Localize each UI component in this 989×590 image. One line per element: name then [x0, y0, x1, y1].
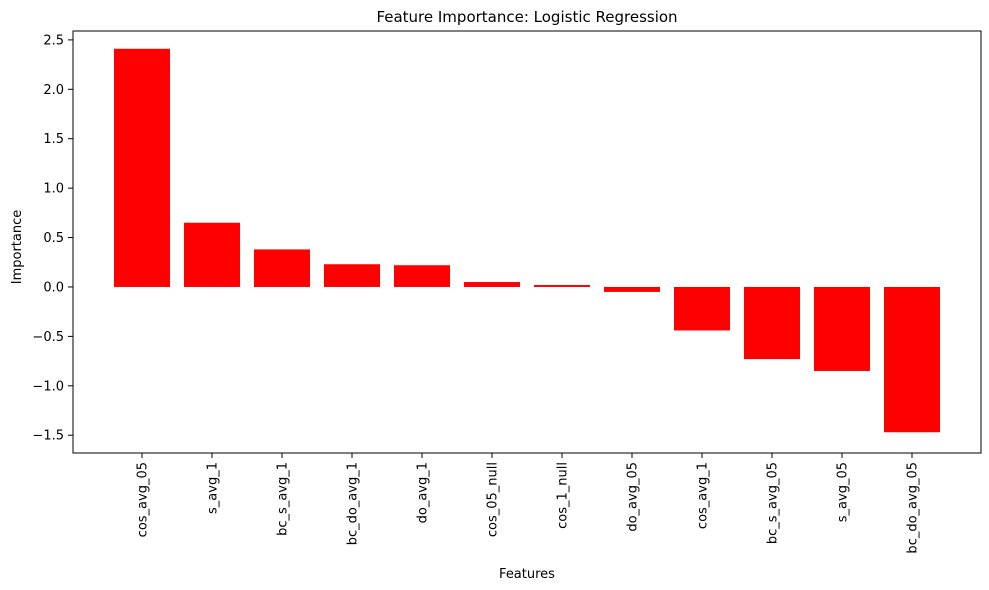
axes-frame	[72, 30, 982, 454]
x-axis-title: Features	[499, 567, 555, 582]
y-tick-label: 2.5	[43, 33, 64, 48]
x-tick-label: do_avg_1	[416, 462, 431, 523]
bars-layer	[114, 48, 940, 433]
bar-cos_avg_1	[674, 286, 730, 331]
bar-do_avg_1	[394, 265, 450, 287]
axes-layer	[72, 30, 982, 454]
y-tick-label: 1.0	[43, 182, 64, 197]
x-tick-label: bc_do_avg_1	[346, 462, 361, 545]
bar-s_avg_05	[814, 286, 870, 371]
bar-bc_s_avg_1	[254, 249, 310, 287]
x-tick-label: do_avg_05	[626, 462, 641, 532]
x-tick-label: bc_s_avg_1	[276, 462, 291, 536]
x-tick-label: cos_1_null	[556, 462, 571, 529]
bar-cos_avg_05	[114, 48, 170, 287]
bar-bc_do_avg_1	[324, 264, 380, 287]
y-tick-label: 2.0	[43, 83, 64, 98]
y-tick-label: −1.0	[32, 379, 64, 394]
y-tick-label: 0.5	[43, 231, 64, 246]
bar-bc_s_avg_05	[744, 286, 800, 360]
y-axis-title: Importance	[10, 210, 25, 285]
y-tick-label: −1.5	[32, 429, 64, 444]
x-ticks: cos_avg_05 s_avg_1 bc_s_avg_1 bc_do_avg_1 do…	[136, 453, 921, 554]
x-tick-label: cos_avg_05	[136, 462, 151, 537]
x-tick-label: bc_s_avg_05	[766, 462, 781, 544]
x-tick-label: cos_05_null	[486, 462, 501, 537]
bar-s_avg_1	[184, 222, 240, 287]
y-tick-label: 0.0	[43, 280, 64, 295]
x-tick-label: s_avg_05	[836, 462, 851, 522]
y-tick-label: 1.5	[43, 132, 64, 147]
x-tick-label: bc_do_avg_05	[906, 462, 921, 554]
y-tick-label: −0.5	[32, 330, 64, 345]
plot-area: −1.5 −1.0 −0.5 0.0 0.5 1.0 1.5 2.0 2.5 cos_avg_0…	[32, 30, 982, 554]
bar-do_avg_05	[604, 286, 660, 292]
bar-bc_do_avg_05	[884, 286, 940, 433]
chart-title: Feature Importance: Logistic Regression	[376, 8, 677, 26]
x-tick-label: s_avg_1	[206, 462, 221, 514]
bar-cos_1_null	[534, 284, 590, 287]
y-ticks: −1.5 −1.0 −0.5 0.0 0.5 1.0 1.5 2.0 2.5	[32, 33, 73, 444]
x-tick-label: cos_avg_1	[696, 462, 711, 529]
bar-cos_05_null	[464, 282, 520, 287]
